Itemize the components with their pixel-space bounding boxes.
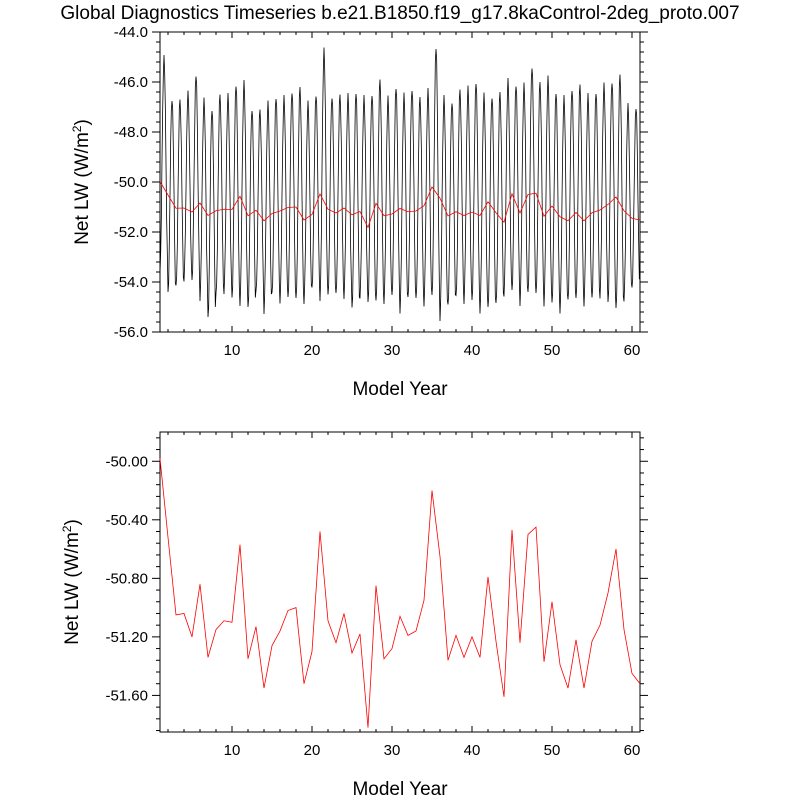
- bottom-axis-ticks: 10 20 30 40 50 60 -51.60 -51.20 -50.80 -50.40 -50.…: [105, 432, 648, 759]
- chart-title: Global Diagnostics Timeseries b.e21.B185…: [60, 3, 739, 24]
- bottom-x-tick-label: 10: [224, 742, 241, 759]
- bottom-x-axis-label: Model Year: [352, 779, 448, 800]
- bottom-x-tick-label: 60: [624, 742, 641, 759]
- top-y-axis-label-main: Net LW (W/m: [72, 132, 93, 245]
- top-y-tick-label: -56.0: [114, 324, 148, 341]
- bottom-y-axis-label-main: Net LW (W/m: [62, 532, 83, 645]
- top-x-tick-label: 30: [384, 342, 401, 359]
- bottom-y-tick-label: -50.00: [105, 453, 148, 470]
- top-series-group: [159, 47, 641, 322]
- bottom-y-axis-label-superscript: 2: [60, 525, 74, 532]
- top-y-tick-label: -54.0: [114, 274, 148, 291]
- top-annual-series-line: [159, 181, 641, 229]
- top-x-axis-label: Model Year: [352, 379, 448, 400]
- top-panel: 10 20 30 40 50 60 -56.0 -54.0 -52.0 -50.0 -48.0 -46…: [70, 24, 648, 400]
- top-x-tick-label: 20: [304, 342, 321, 359]
- bottom-y-tick-label: -51.60: [105, 687, 148, 704]
- top-y-tick-label: -52.0: [114, 224, 148, 241]
- top-y-tick-label: -44.0: [114, 24, 148, 41]
- bottom-x-tick-label: 40: [464, 742, 481, 759]
- bottom-y-tick-label: -51.20: [105, 629, 148, 646]
- bottom-y-axis-label-tail: ): [62, 519, 83, 525]
- bottom-x-tick-label: 20: [304, 742, 321, 759]
- bottom-x-tick-label: 50: [544, 742, 561, 759]
- top-y-axis-label-superscript: 2: [70, 125, 84, 132]
- top-y-tick-label: -46.0: [114, 74, 148, 91]
- top-x-tick-label: 60: [624, 342, 641, 359]
- bottom-plot-frame: [159, 431, 641, 733]
- top-y-axis-label-tail: ): [72, 119, 93, 125]
- bottom-y-axis-label: Net LW (W/m2): [60, 519, 83, 645]
- top-axis-ticks: 10 20 30 40 50 60 -56.0 -54.0 -52.0 -50.0 -48.0 -46…: [114, 24, 648, 359]
- bottom-x-tick-label: 30: [384, 742, 401, 759]
- top-monthly-series-line: [159, 47, 640, 322]
- bottom-y-tick-label: -50.80: [105, 570, 148, 587]
- top-x-tick-label: 10: [224, 342, 241, 359]
- top-x-tick-label: 50: [544, 342, 561, 359]
- top-x-tick-label: 40: [464, 342, 481, 359]
- bottom-annual-series-line: [159, 458, 641, 728]
- bottom-series-group: [159, 458, 641, 728]
- top-y-tick-label: -50.0: [114, 174, 148, 191]
- top-y-axis-label: Net LW (W/m2): [70, 119, 93, 245]
- bottom-panel: 10 20 30 40 50 60 -51.60 -51.20 -50.80 -50.40 -50.…: [60, 431, 648, 800]
- bottom-y-tick-label: -50.40: [105, 512, 148, 529]
- top-y-tick-label: -48.0: [114, 124, 148, 141]
